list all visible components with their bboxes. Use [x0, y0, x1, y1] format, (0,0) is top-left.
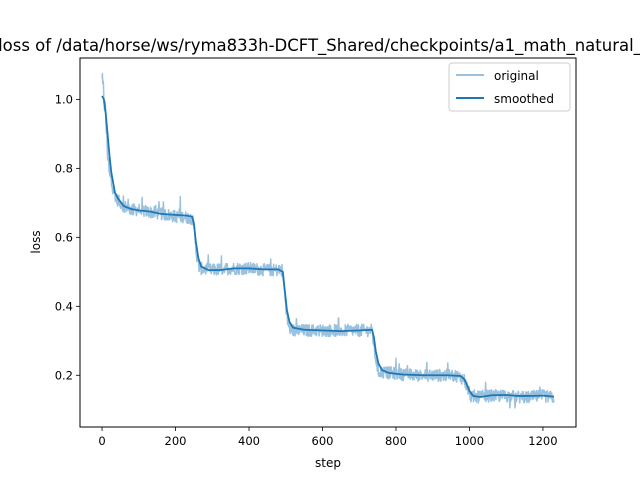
y-tick-label: 0.2 — [55, 368, 73, 382]
x-axis-label: step — [315, 456, 341, 470]
y-tick-label: 0.4 — [55, 299, 73, 313]
axes-frame — [79, 57, 577, 428]
series-line-original — [101, 73, 555, 409]
x-tick-label: 1000 — [455, 434, 484, 448]
x-tick-label: 1200 — [528, 434, 557, 448]
plot-area — [79, 57, 577, 428]
chart-title: loss of /data/horse/ws/ryma833h-DCFT_Sha… — [0, 36, 640, 56]
x-tick-label: 200 — [165, 434, 187, 448]
y-tick-label: 0.8 — [55, 161, 73, 175]
legend: original smoothed — [448, 62, 571, 112]
x-tick-label: 800 — [385, 434, 407, 448]
legend-label-original: original — [494, 69, 539, 83]
legend-label-smoothed: smoothed — [494, 92, 554, 106]
x-tick-label: 0 — [98, 434, 105, 448]
series-layer — [101, 73, 555, 409]
series-line-smoothed — [101, 95, 555, 398]
y-axis-ticks: 0.2 0.4 0.6 0.8 1.0 — [55, 92, 80, 382]
y-tick-label: 1.0 — [55, 92, 73, 106]
x-tick-label: 600 — [312, 434, 334, 448]
x-tick-label: 400 — [238, 434, 260, 448]
x-axis-ticks: 0 200 400 600 800 1000 1200 — [98, 427, 558, 448]
y-axis-label: loss — [29, 230, 43, 253]
y-tick-label: 0.6 — [55, 230, 73, 244]
